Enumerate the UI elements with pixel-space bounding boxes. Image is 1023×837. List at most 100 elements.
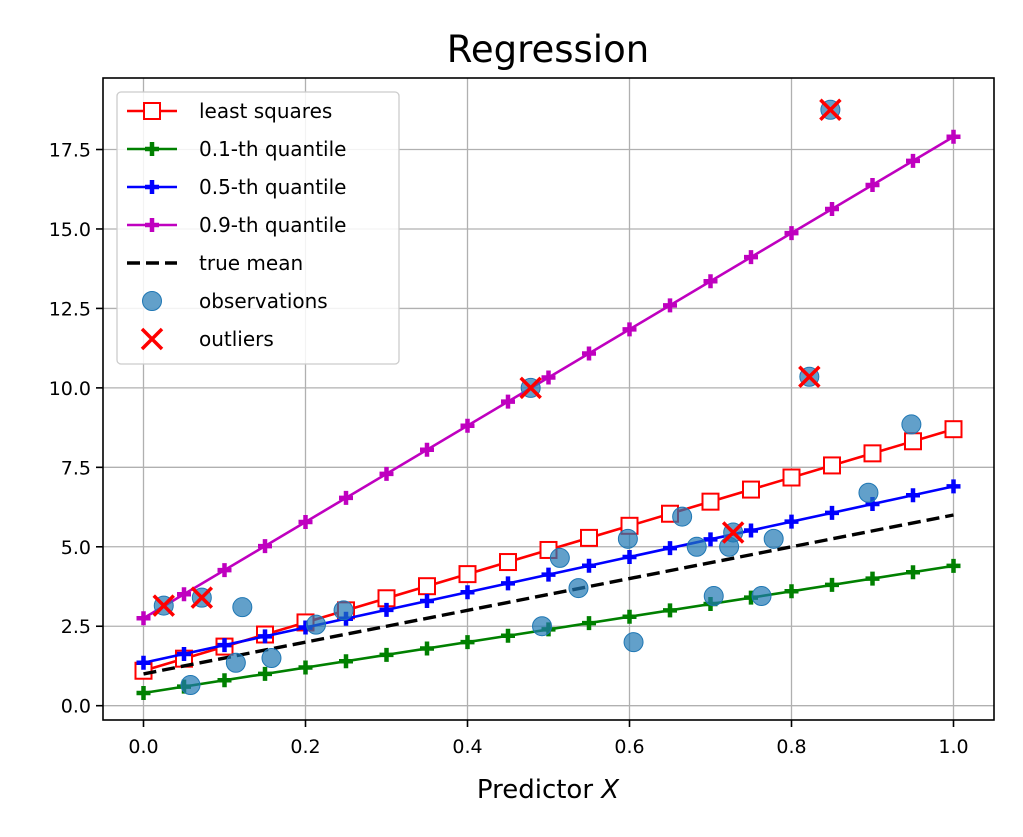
plus-marker	[906, 565, 920, 580]
observation-point	[532, 616, 553, 637]
legend-observation-handle	[142, 291, 162, 311]
plus-marker	[217, 638, 232, 653]
plot-frame	[102, 77, 995, 721]
plus-marker	[145, 142, 159, 156]
y-tick-label: 15.0	[49, 219, 91, 241]
plus-marker	[298, 660, 313, 675]
scatter-points	[152, 98, 922, 696]
plus-marker	[825, 577, 839, 592]
plus-marker	[784, 584, 799, 599]
plus-marker	[663, 541, 677, 556]
chart-title: Regression	[447, 28, 649, 71]
plus-marker	[865, 177, 880, 192]
observation-point	[686, 536, 707, 557]
plus-marker	[541, 567, 556, 582]
legend-entry-label: least squares	[199, 99, 332, 123]
plus-marker	[258, 629, 272, 644]
plus-marker	[906, 488, 920, 503]
observation-point	[858, 482, 879, 503]
observation-point	[261, 648, 282, 669]
plus-marker	[784, 514, 799, 529]
observation-point	[549, 547, 570, 568]
plus-marker	[663, 298, 677, 313]
observation-point	[623, 632, 644, 653]
plus-marker	[663, 603, 677, 618]
plus-marker	[136, 685, 151, 700]
observation-point	[763, 528, 784, 549]
legend-entry-label: true mean	[199, 251, 303, 275]
grid-lines	[103, 78, 994, 720]
observation-point	[901, 414, 922, 435]
outlier-marker	[152, 594, 175, 617]
legend: least squares 0.1-th quantile 0.5-th quant…	[116, 91, 400, 365]
legend-entry-label: outliers	[199, 327, 274, 351]
square-marker	[742, 480, 760, 499]
square-marker	[863, 444, 882, 463]
square-marker	[499, 553, 517, 572]
plus-marker	[379, 647, 394, 662]
x-tick-label: 0.0	[128, 736, 158, 758]
square-marker	[823, 456, 841, 475]
plus-marker	[145, 180, 159, 194]
plus-marker	[825, 505, 839, 520]
plus-marker	[420, 442, 434, 457]
x-tick-label: 0.2	[290, 736, 320, 758]
plus-marker	[460, 418, 475, 433]
plus-marker	[145, 218, 159, 232]
plus-marker	[582, 616, 596, 631]
axes	[102, 77, 995, 721]
plus-marker	[501, 628, 515, 643]
observation-point	[751, 586, 772, 607]
plus-marker	[946, 558, 961, 573]
square-marker	[701, 492, 720, 511]
y-tick-label: 17.5	[49, 140, 91, 162]
y-tick-label: 2.5	[61, 616, 91, 638]
x-tick-label: 0.4	[452, 736, 482, 758]
legend-entry-label: 0.9-th quantile	[199, 213, 346, 237]
x-tick-label: 0.6	[614, 736, 644, 758]
observation-point	[232, 597, 253, 618]
observation-point	[568, 578, 589, 599]
plus-marker	[298, 514, 313, 529]
plus-marker	[339, 654, 353, 669]
plus-marker	[622, 609, 637, 624]
plus-marker	[177, 587, 191, 602]
square-marker	[418, 577, 436, 596]
observation-point	[180, 675, 201, 696]
square-marker	[904, 432, 922, 451]
square-marker	[580, 528, 598, 547]
outlier-marker	[721, 521, 745, 544]
plus-marker	[703, 532, 718, 547]
plus-marker	[541, 370, 556, 385]
plus-marker	[825, 202, 839, 217]
plus-marker	[217, 673, 232, 688]
series-line	[143, 513, 954, 676]
square-marker	[944, 420, 963, 439]
square-marker	[458, 565, 477, 584]
legend-entry-label: 0.5-th quantile	[199, 175, 346, 199]
plus-marker	[460, 585, 475, 600]
series-lines	[134, 129, 963, 700]
axis-ticks: 0.0 0.2 0.4 0.6 0.8 1.0 0.0 2.5 5.0 7.5 10.0 12.5 15…	[49, 140, 969, 758]
plus-marker	[501, 394, 515, 409]
plus-marker	[744, 523, 758, 538]
plus-marker	[420, 641, 434, 656]
x-axis-label-variable: X	[599, 775, 620, 805]
plus-marker	[744, 250, 758, 265]
plus-marker	[217, 563, 232, 578]
y-tick-label: 12.5	[49, 298, 91, 320]
plus-marker	[703, 274, 718, 289]
square-marker	[143, 102, 161, 120]
square-marker	[782, 468, 801, 487]
plus-marker	[136, 655, 151, 670]
plus-marker	[622, 549, 637, 564]
observation-point	[225, 652, 246, 673]
observation-point	[333, 600, 354, 621]
plus-marker	[582, 558, 596, 573]
legend-box	[116, 91, 400, 365]
outlier-marker	[819, 98, 842, 122]
plus-marker	[258, 666, 272, 681]
plus-marker	[258, 539, 272, 554]
outlier-marker	[190, 586, 214, 609]
